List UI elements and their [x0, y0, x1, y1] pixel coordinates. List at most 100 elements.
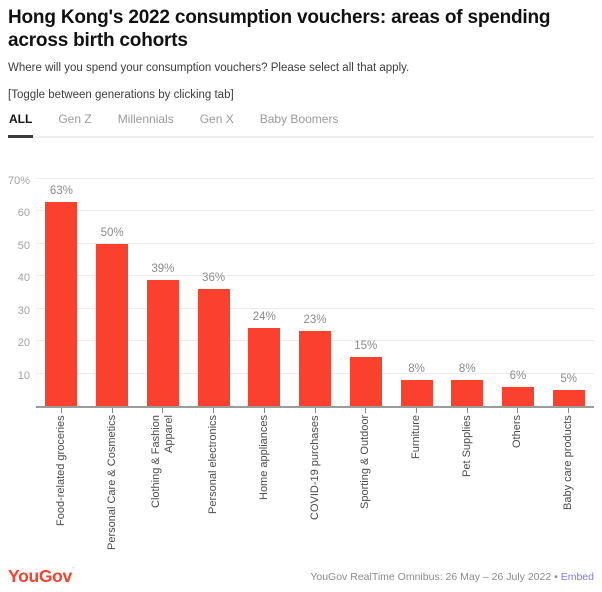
toggle-note: [Toggle between generations by clicking … [8, 89, 234, 101]
logo-text: YouGov [8, 566, 72, 586]
bar[interactable] [45, 202, 78, 406]
x-slot: Furniture [391, 408, 442, 560]
chart-subtitle: Where will you spend your consumption vo… [8, 62, 410, 74]
x-category-label: Food-related groceries [54, 415, 67, 526]
x-category-label: Home appliances [257, 415, 270, 500]
x-tick [111, 408, 113, 413]
x-slot: Baby care products [543, 408, 594, 560]
source-line: YouGov RealTime Omnibus: 26 May – 26 Jul… [310, 571, 594, 583]
x-slot: Clothing & Fashion Apparel [137, 408, 188, 560]
y-axis-labels: 70% 60 50 40 30 20 10 [8, 175, 32, 408]
bar-value-label: 39% [151, 263, 175, 275]
y-tick-label: 10 [17, 369, 30, 382]
x-axis-labels: Food-related groceries Personal Care & Co… [8, 408, 594, 560]
bar[interactable] [197, 289, 230, 406]
bar[interactable] [501, 387, 534, 406]
bar-value-label: 15% [354, 340, 378, 352]
bar-value-label: 63% [49, 185, 73, 197]
gridline [36, 210, 594, 212]
bar[interactable] [299, 331, 332, 406]
x-category-label: Sporting & Outdoor [359, 415, 372, 510]
logo-mark-icon: ’ [72, 566, 74, 577]
x-tick [365, 408, 367, 413]
bar-slot: 63% [36, 181, 87, 406]
bar-slot: 5% [543, 181, 594, 406]
x-tick [466, 408, 468, 413]
x-tick [416, 408, 417, 413]
bar-chart: 70% 60 50 40 30 20 10 63% 50% 39% 36% 24% 23% 15% 8% 8… [8, 175, 594, 408]
bar[interactable] [349, 357, 382, 406]
x-category-label: Clothing & Fashion Apparel [149, 415, 175, 508]
x-slot: Personal electronics [188, 408, 239, 560]
x-category-label: Personal electronics [207, 415, 220, 515]
bar-slot: 8% [391, 181, 442, 406]
bar-slot: 6% [493, 181, 544, 406]
x-slot: Pet Supplies [442, 408, 493, 560]
tab-gen-z[interactable]: Gen Z [58, 112, 92, 126]
embed-link[interactable]: Embed [560, 570, 594, 583]
footer: YouGov’ YouGov RealTime Omnibus: 26 May … [8, 566, 594, 587]
tab-millennials[interactable]: Millennials [117, 112, 174, 126]
tab-gen-x[interactable]: Gen X [199, 112, 234, 126]
x-slot: Others [493, 408, 544, 560]
x-slot: Personal Care & Cosmetics [87, 408, 138, 560]
x-tick [162, 408, 164, 413]
x-slot: Home appliances [239, 408, 290, 560]
bar-slot: 39% [137, 181, 188, 406]
bar-slot: 36% [188, 181, 239, 406]
y-tick-label: 40 [17, 272, 30, 285]
bar[interactable] [96, 244, 129, 406]
bar-value-label: 36% [202, 272, 226, 284]
bar-value-label: 6% [509, 370, 527, 382]
source-text: YouGov RealTime Omnibus: 26 May – 26 Jul… [310, 570, 552, 583]
chart-title: Hong Kong's 2022 consumption vouchers: a… [8, 7, 551, 51]
bar-slot: 23% [290, 181, 341, 406]
x-category-label: Furniture [410, 415, 422, 460]
x-slot: Food-related groceries [36, 408, 87, 560]
bar-slot: 24% [239, 181, 290, 406]
y-tick-label: 60 [17, 207, 30, 220]
x-tick [213, 408, 215, 413]
separator-dot: • [554, 570, 558, 583]
x-tick [60, 408, 62, 413]
y-tick-label: 30 [17, 304, 30, 317]
page: Hong Kong's 2022 consumption vouchers: a… [0, 6, 602, 592]
x-slot: COVID-19 purchases [290, 408, 341, 560]
bar-value-label: 24% [252, 311, 276, 323]
gridline [36, 178, 594, 179]
bar-value-label: 5% [560, 373, 578, 385]
bar-slot: 50% [87, 181, 138, 406]
bar[interactable] [552, 390, 585, 406]
bar-value-label: 8% [408, 363, 425, 375]
y-tick-label: 50 [17, 239, 30, 252]
tab-all[interactable]: ALL [8, 112, 34, 138]
bar-value-label: 23% [303, 314, 327, 326]
bar-value-label: 8% [458, 363, 476, 375]
x-slot: Sporting & Outdoor [340, 408, 391, 560]
y-tick-label: 20 [17, 337, 30, 350]
x-tick [314, 408, 316, 413]
x-category-label: Others [511, 415, 524, 449]
x-category-label: Baby care products [562, 415, 575, 510]
gridline [36, 242, 594, 244]
bar[interactable] [248, 328, 281, 406]
gridline [36, 307, 594, 309]
tab-baby-boomers[interactable]: Baby Boomers [259, 112, 339, 126]
yougov-logo: YouGov’ [8, 566, 74, 587]
bar-value-label: 50% [100, 227, 124, 239]
y-tick-label: 70% [7, 175, 30, 187]
bar[interactable] [400, 380, 433, 406]
plot-area: 63% 50% 39% 36% 24% 23% 15% 8% 8% 6% 5% [36, 178, 594, 408]
x-category-label: Pet Supplies [460, 415, 473, 477]
x-category-label: Personal Care & Cosmetics [105, 415, 118, 551]
bar[interactable] [146, 280, 179, 406]
gridline [36, 275, 594, 277]
bar-slot: 8% [442, 181, 493, 406]
bar[interactable] [451, 380, 484, 406]
x-category-label: COVID-19 purchases [308, 415, 321, 520]
generation-tabs: ALL Gen Z Millennials Gen X Baby Boomers [8, 112, 594, 138]
bars-container: 63% 50% 39% 36% 24% 23% 15% 8% 8% 6% 5% [36, 181, 594, 406]
x-tick [263, 408, 265, 413]
x-tick [568, 408, 570, 413]
x-tick [517, 408, 519, 413]
